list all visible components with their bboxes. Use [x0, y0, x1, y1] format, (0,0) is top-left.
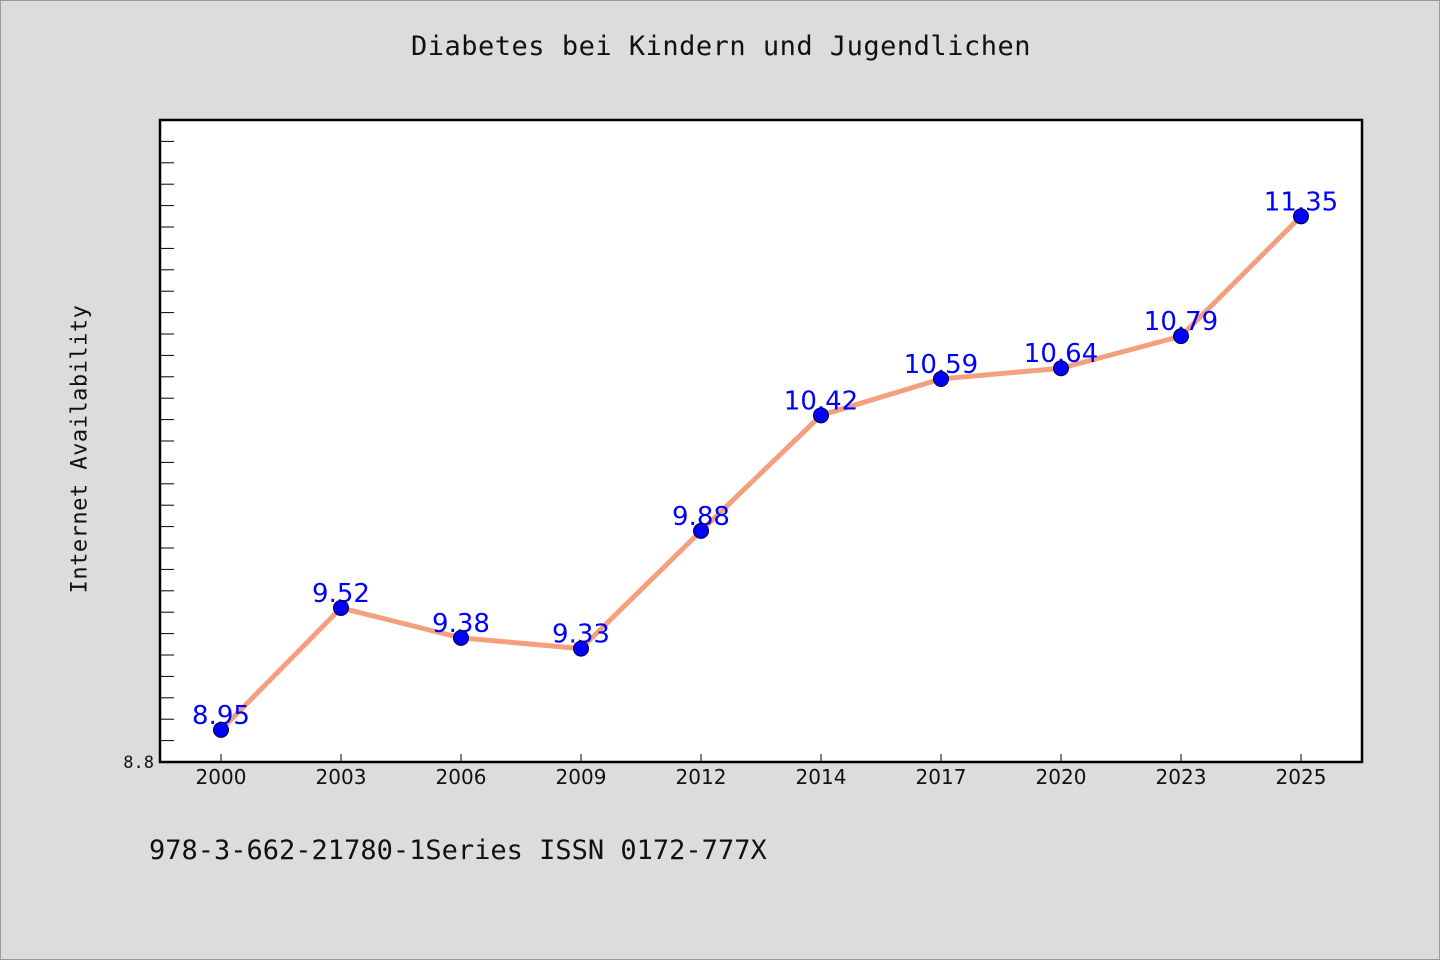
plot-frame: [158, 118, 1364, 764]
x-tick-label: 2006: [436, 765, 487, 789]
x-tick-label: 2023: [1156, 765, 1207, 789]
data-point: [1293, 208, 1309, 225]
plot-area: [160, 120, 1362, 762]
x-tick-label: 2017: [916, 765, 967, 789]
data-point: [213, 721, 229, 738]
data-point: [813, 407, 829, 424]
y-tick-label: 8.8: [123, 753, 154, 773]
data-point: [933, 370, 949, 387]
x-tick-label: 2000: [196, 765, 247, 789]
x-tick-label: 2003: [316, 765, 367, 789]
footer-isbn-note: 978-3-662-21780-1Series ISSN 0172-777X: [149, 835, 767, 866]
data-point: [453, 629, 469, 646]
series-line: [218, 213, 1304, 733]
data-point: [573, 640, 589, 657]
data-point: [693, 522, 709, 539]
x-tick-label: 2012: [676, 765, 727, 789]
x-tick-label: 2025: [1276, 765, 1327, 789]
data-point: [1173, 328, 1189, 345]
chart-title: Diabetes bei Kindern und Jugendlichen: [411, 31, 1031, 62]
x-tick-label: 2009: [556, 765, 607, 789]
data-point: [1053, 360, 1069, 377]
x-tick-label: 2020: [1036, 765, 1087, 789]
x-tick-label: 2014: [796, 765, 847, 789]
data-point: [333, 599, 349, 616]
